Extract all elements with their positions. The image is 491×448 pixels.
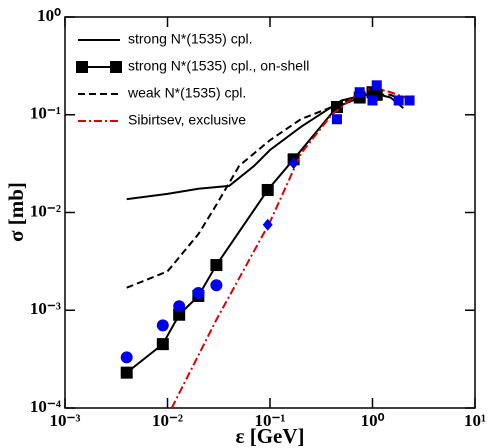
marker: [120, 366, 133, 379]
legend-marker: [110, 61, 122, 73]
marker: [173, 300, 186, 313]
marker: [156, 319, 169, 332]
marker: [156, 338, 169, 351]
marker: [192, 287, 205, 300]
marker: [404, 95, 415, 106]
legend-label: Sibirtsev, exclusive: [128, 112, 246, 128]
marker: [288, 157, 299, 170]
y-tick-label: 10⁻⁴: [30, 397, 61, 416]
y-tick-label: 10⁻¹: [30, 104, 61, 123]
legend-marker: [76, 61, 88, 73]
marker: [367, 95, 378, 106]
x-tick-label: 10⁻²: [152, 411, 183, 430]
legend-label: weak N*(1535) cpl.: [127, 85, 246, 101]
marker: [331, 114, 342, 125]
marker: [120, 351, 133, 364]
marker: [393, 95, 404, 106]
x-tick-label: 10⁰: [361, 411, 385, 430]
marker: [262, 218, 273, 231]
y-tick-label: 10⁻²: [30, 201, 61, 220]
marker: [371, 80, 382, 91]
y-tick-label: 10⁻³: [30, 299, 61, 318]
series-line: [170, 86, 414, 409]
y-axis-label: σ [mb]: [4, 182, 28, 242]
legend-label: strong N*(1535) cpl., on-shell: [128, 58, 309, 74]
x-tick-label: 10⁻¹: [254, 411, 285, 430]
marker: [173, 308, 186, 321]
y-tick-label: 10⁰: [37, 6, 61, 25]
legend-label: strong N*(1535) cpl.: [128, 31, 253, 47]
x-tick-label: 10¹: [464, 411, 486, 430]
marker: [210, 259, 223, 272]
x-axis-label: ε [GeV]: [235, 424, 304, 448]
marker: [210, 279, 223, 292]
x-tick-label: 10⁻³: [49, 411, 80, 430]
marker: [354, 87, 365, 98]
marker: [261, 183, 274, 196]
plot-frame: [64, 16, 476, 409]
series-line: [126, 91, 404, 201]
